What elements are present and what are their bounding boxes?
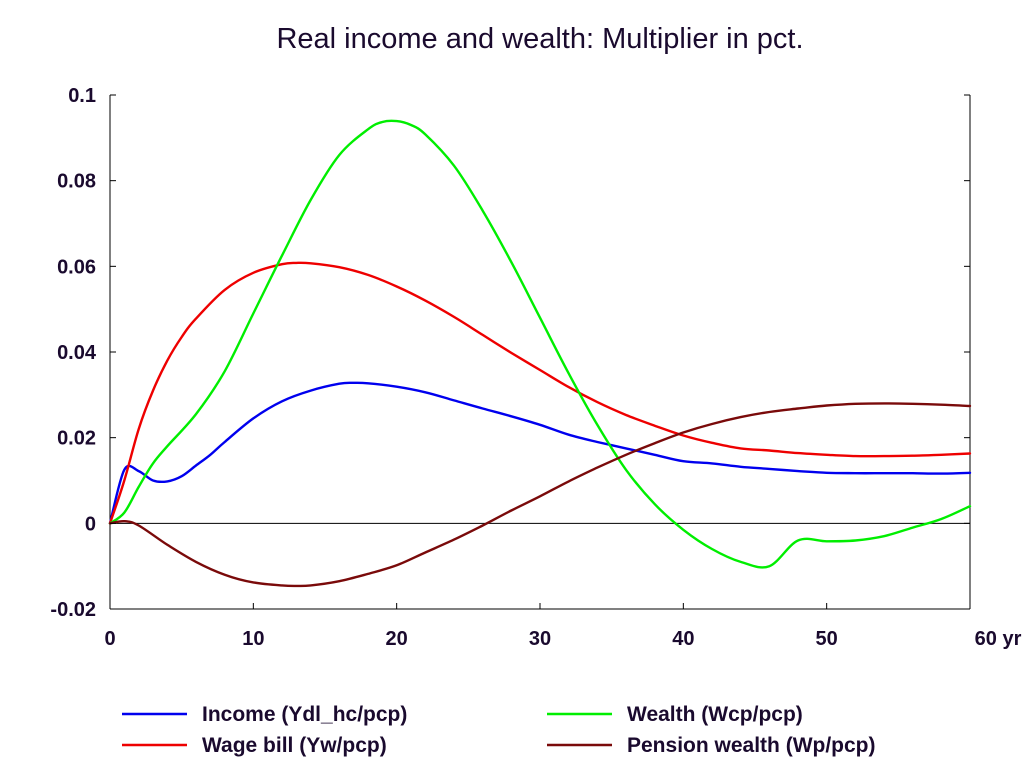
- legend-label-pension-wealth: Pension wealth (Wp/pcp): [627, 734, 876, 757]
- series-line-wage-bill: [108, 261, 972, 525]
- series-line-income: [108, 381, 972, 525]
- x-tick-label: 20: [386, 628, 408, 650]
- legend-label-wage-bill: Wage bill (Yw/pcp): [202, 734, 387, 757]
- x-axis-ticks: 0 10 20 30 40 50 60 yr: [104, 603, 1022, 650]
- y-tick-label: 0.06: [57, 256, 96, 278]
- plot-frame: [109, 95, 971, 610]
- legend-label-income: Income (Ydl_hc/pcp): [202, 703, 407, 726]
- y-tick-label: 0: [85, 513, 96, 535]
- x-tick-label: 10: [242, 628, 264, 650]
- y-tick-label: 0.04: [57, 342, 97, 364]
- y-tick-label: 0.08: [57, 171, 96, 193]
- legend-label-wealth: Wealth (Wcp/pcp): [627, 703, 803, 726]
- chart-title: Real income and wealth: Multiplier in pc…: [276, 23, 803, 55]
- x-tick-label: 0: [104, 628, 115, 650]
- y-tick-label: 0.1: [68, 85, 96, 107]
- y-axis-ticks: -0.02 0 0.02 0.04 0.06 0.08 0.1: [50, 85, 970, 621]
- x-tick-label: 40: [672, 628, 694, 650]
- y-tick-label: -0.02: [50, 599, 96, 621]
- x-tick-label: 30: [529, 628, 551, 650]
- series-line-wealth: [108, 119, 972, 569]
- y-tick-label: 0.02: [57, 428, 96, 450]
- series-group: [108, 119, 972, 588]
- x-tick-label: 60 yr: [975, 628, 1022, 650]
- legend: Income (Ydl_hc/pcp) Wage bill (Yw/pcp) Wea…: [122, 703, 876, 757]
- series-line-pension-wealth: [108, 402, 972, 588]
- x-tick-label: 50: [816, 628, 838, 650]
